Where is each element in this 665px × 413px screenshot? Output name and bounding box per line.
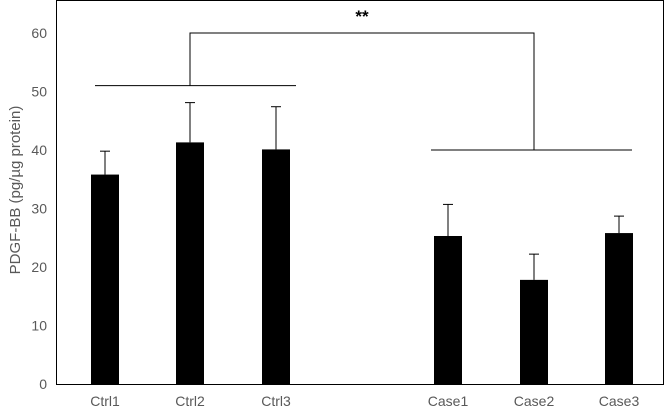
x-tick-label: Case2 <box>514 393 555 409</box>
x-tick-label: Ctrl3 <box>261 393 291 409</box>
y-tick-label: 50 <box>31 84 47 100</box>
y-axis-ticks: 0 10 20 30 40 50 60 <box>31 25 47 392</box>
plot-frame <box>57 1 664 385</box>
significance-brackets: ** <box>95 7 632 150</box>
y-axis-label: PDGF-BB (pg/µg protein) <box>7 106 24 275</box>
y-tick-label: 30 <box>31 201 47 217</box>
y-tick-label: 10 <box>31 318 47 334</box>
significance-label: ** <box>355 7 369 26</box>
y-tick-label: 60 <box>31 25 47 41</box>
x-tick-label: Case1 <box>428 393 469 409</box>
bar <box>262 149 290 384</box>
x-tick-label: Ctrl1 <box>90 393 120 409</box>
y-tick-label: 20 <box>31 259 47 275</box>
bar <box>605 233 633 384</box>
significance-bracket <box>190 33 534 150</box>
bar <box>91 175 119 384</box>
x-tick-label: Ctrl2 <box>175 393 205 409</box>
y-tick-label: 0 <box>39 376 47 392</box>
y-tick-label: 40 <box>31 142 47 158</box>
bar <box>176 142 204 384</box>
bar <box>520 280 548 384</box>
bar <box>434 236 462 384</box>
bars-group <box>91 103 633 384</box>
x-axis-ticks: Ctrl1 Ctrl2 Ctrl3 Case1 Case2 Case3 <box>90 393 639 409</box>
x-tick-label: Case3 <box>599 393 640 409</box>
